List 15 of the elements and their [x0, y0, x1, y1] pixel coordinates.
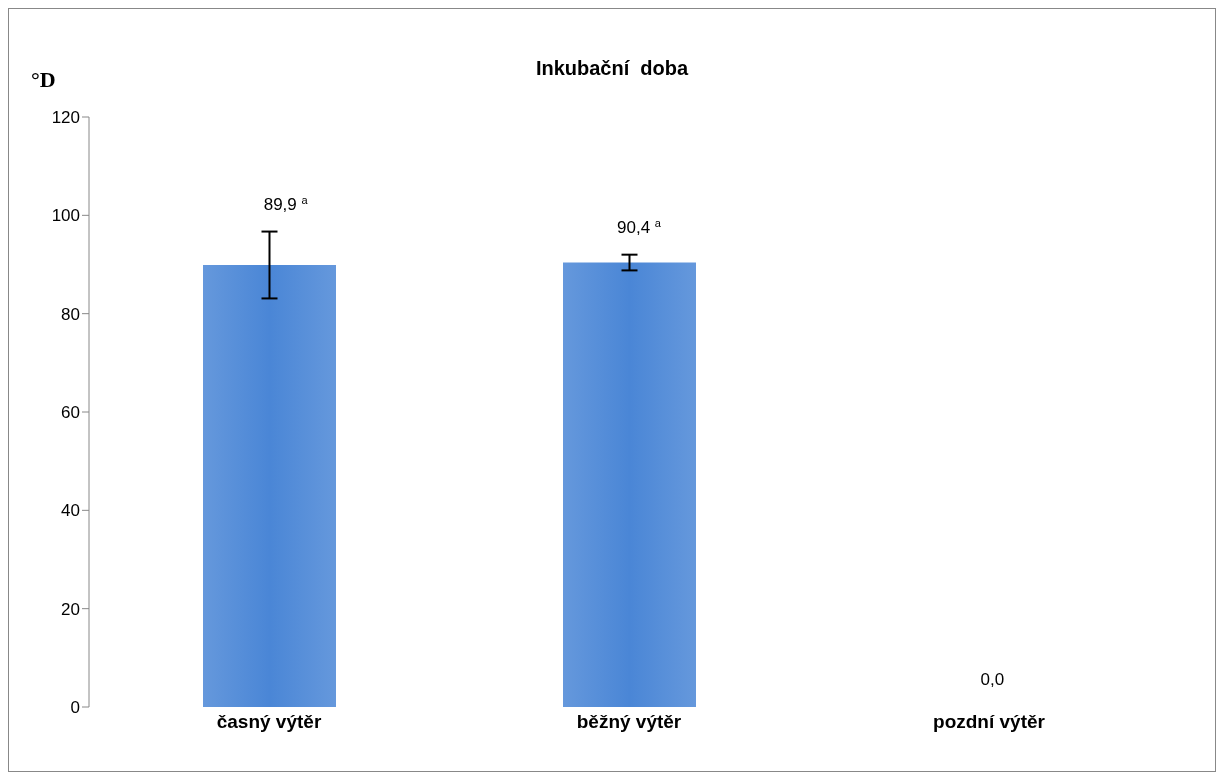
y-tick-label: 0	[70, 698, 80, 718]
x-tick-label: časný výtěr	[216, 711, 322, 733]
y-axis-title: °D	[31, 67, 56, 93]
y-tick-label: 40	[61, 501, 80, 521]
y-tick-label: 80	[61, 304, 80, 324]
x-tick-label: pozdní výtěr	[933, 711, 1046, 733]
y-tick-label: 120	[51, 108, 80, 128]
data-label: 90,4 $^{a}$	[617, 216, 662, 237]
y-tick-label: 60	[61, 403, 80, 423]
data-label: 0,0	[980, 670, 1005, 689]
chart-title: Inkubační doba	[535, 57, 689, 79]
data-label: 89,9 $^{a}$	[263, 193, 309, 214]
x-tick-label: běžný výtěr	[576, 711, 682, 733]
y-tick-label: 100	[51, 206, 80, 226]
y-tick-label: 20	[61, 599, 80, 619]
